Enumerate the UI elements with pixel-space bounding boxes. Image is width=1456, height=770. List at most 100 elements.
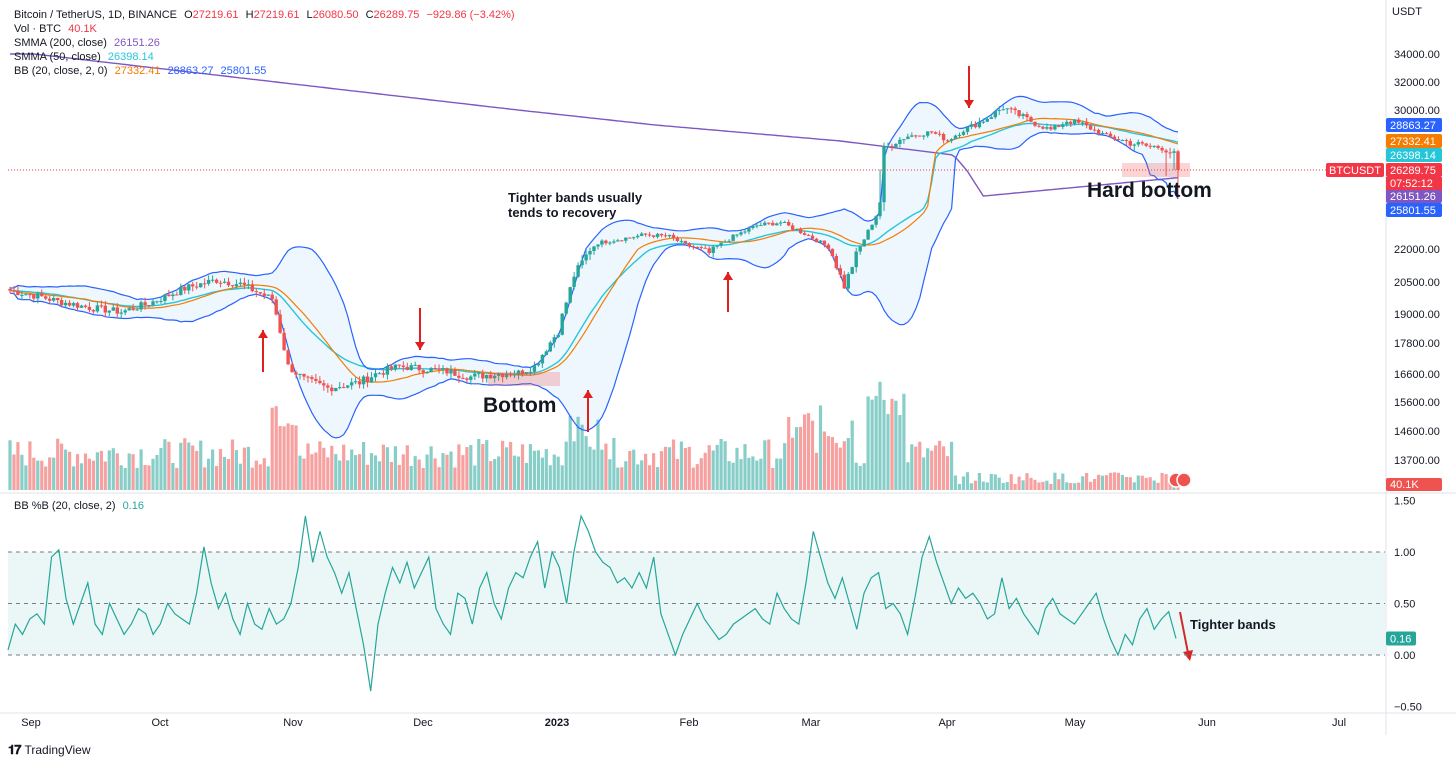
candle-body [679,240,684,242]
volume-bar [147,465,151,490]
legend-close: 26289.75 [373,9,420,21]
candle-body [620,240,624,242]
volume-bar [512,455,517,490]
candle-body [1156,145,1160,148]
candle-body [413,364,417,366]
candle-body [115,307,119,314]
candle-body [1152,145,1156,147]
candle-body [477,373,481,375]
volume-bar [1100,475,1105,490]
volume-bar [469,445,473,490]
legend-smma50-row[interactable]: SMMA (50, close) 26398.14 [14,50,154,64]
tradingview-logo[interactable]: 𝟏𝟕 TradingView [8,742,91,758]
candle-body [1001,109,1005,111]
volume-bar [715,444,719,490]
volume-bar [163,439,167,490]
volume-bar [640,460,644,490]
candle-body [357,381,362,385]
legend-change: −929.86 (−3.42%) [426,9,515,21]
candle-body [540,355,545,364]
currency-label: USDT [1392,6,1422,18]
candle-body [779,222,783,224]
volume-bar [111,448,115,490]
candle-body [1069,121,1073,124]
volume-tag-box [1386,478,1442,491]
legend-volume: 40.1K [68,23,97,35]
candle-body [314,378,318,381]
pctb-legend[interactable]: BB %B (20, close, 2) 0.16 [14,500,144,512]
volume-bar [950,441,954,490]
candle-body [381,373,386,375]
volume-bar [318,441,322,490]
volume-bar [44,466,48,490]
volume-bar [473,465,477,490]
legend-symbol[interactable]: Bitcoin / TetherUS, 1D, BINANCE [14,9,178,21]
candle-body [103,305,107,313]
candle-body [500,373,505,378]
x-tick-label: Sep [21,717,41,729]
candle-body [203,283,207,285]
volume-bar [568,415,572,490]
legend-bb-row[interactable]: BB (20, close, 2, 0) 27332.41 28863.27 2… [14,64,266,78]
volume-bar [989,473,993,490]
bb-basis-line [9,117,1179,383]
candle-body [1112,136,1117,140]
candle-body [473,373,477,377]
candle-body [107,310,111,313]
volume-bar [226,459,231,490]
candle-body [175,294,179,296]
pctb-legend-value: 0.16 [122,500,144,512]
candle-body [278,314,282,333]
price-tag-box [1386,163,1442,177]
volume-bar [83,453,88,490]
candle-body [894,144,898,148]
volume-bar [1140,475,1144,490]
volume-bar [119,465,123,490]
volume-bar [270,407,274,490]
volume-bar [258,464,262,490]
volume-bar [135,467,139,490]
volume-bar [115,453,119,490]
volume-bar [107,450,111,490]
volume-bar [644,453,648,490]
candle-body [274,299,278,315]
volume-bar [862,463,866,490]
volume-bar [171,463,175,490]
volume-bar [167,441,171,490]
volume-bar [946,456,950,490]
candle-body [747,228,751,232]
volume-bar [806,413,811,490]
bb-band-fill [10,96,1178,438]
pctb-value-tag-box [1386,631,1416,646]
legend-smma200-row[interactable]: SMMA (200, close) 26151.26 [14,36,160,50]
candle-body [882,146,886,203]
candle-body [866,229,870,240]
volume-bar [218,449,223,490]
candle-body [1009,108,1013,110]
candle-body [270,294,274,300]
volume-bar [898,415,902,490]
candle-body [171,294,175,297]
volume-bar [195,450,199,490]
legend-volume-row[interactable]: Vol · BTC 40.1K [14,22,97,36]
annotation-tighter-line2: tends to recovery [508,205,617,220]
volume-bar [1009,474,1013,490]
volume-bar [942,446,946,490]
candle-body [512,374,517,376]
volume-bar [652,453,656,490]
volume-bar [306,443,310,490]
candle-body [771,222,775,226]
volume-bar [779,458,783,490]
candle-body [230,285,235,287]
candle-body [636,235,640,238]
candle-body [1136,142,1140,145]
price-tag-value: 26289.75 [1390,165,1436,177]
volume-bar [139,449,143,490]
volume-bar [1045,480,1049,490]
candle-body [1172,151,1176,153]
volume-bar [274,406,278,490]
annotation-hard-bottom: Hard bottom [1087,179,1212,202]
volume-bar [540,457,544,490]
